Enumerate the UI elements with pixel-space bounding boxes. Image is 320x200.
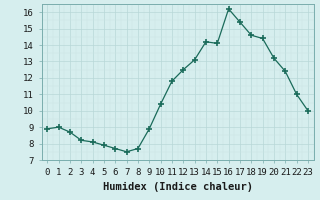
X-axis label: Humidex (Indice chaleur): Humidex (Indice chaleur) [103,182,252,192]
